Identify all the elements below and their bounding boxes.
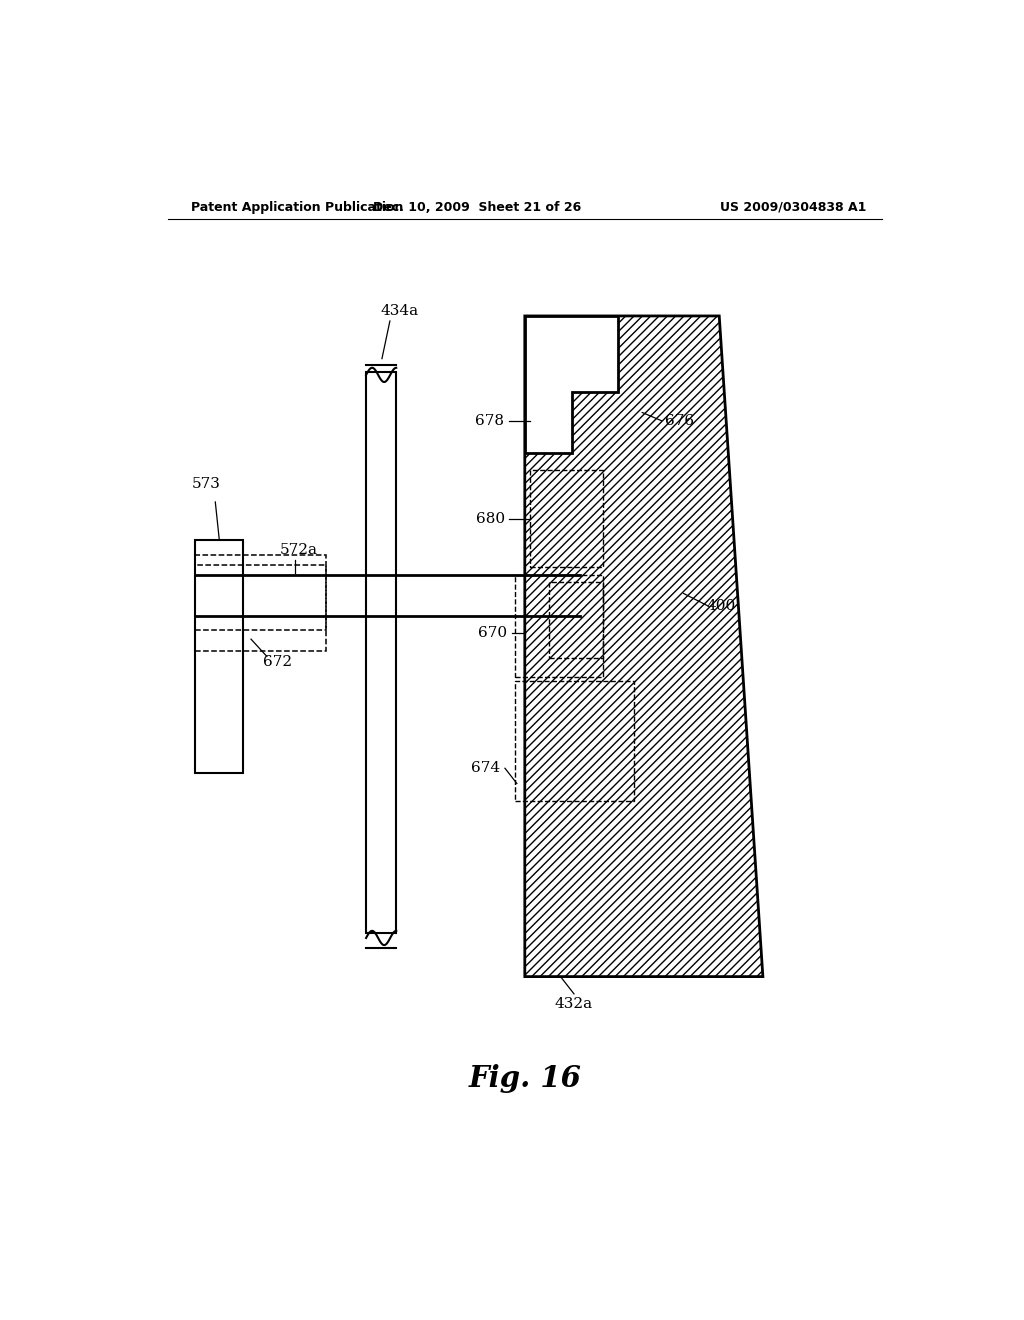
Text: 434a: 434a: [380, 304, 419, 318]
Bar: [196, 565, 327, 651]
Bar: [515, 576, 602, 677]
Polygon shape: [524, 315, 618, 453]
Bar: [196, 540, 243, 774]
Text: 432a: 432a: [555, 997, 593, 1011]
Text: 676: 676: [665, 413, 694, 428]
Text: 674: 674: [471, 762, 500, 775]
Text: 672: 672: [262, 655, 292, 668]
Text: 678: 678: [474, 413, 504, 428]
Text: 680: 680: [476, 512, 505, 527]
Text: 572a: 572a: [280, 543, 317, 557]
Bar: [529, 470, 602, 568]
Text: Fig. 16: Fig. 16: [468, 1064, 582, 1093]
Text: Patent Application Publication: Patent Application Publication: [191, 201, 403, 214]
Text: Dec. 10, 2009  Sheet 21 of 26: Dec. 10, 2009 Sheet 21 of 26: [373, 201, 582, 214]
Text: 400: 400: [707, 598, 736, 612]
Bar: [549, 582, 602, 659]
Bar: [367, 372, 396, 933]
Text: 670: 670: [478, 626, 508, 640]
Bar: [515, 681, 634, 801]
Text: 573: 573: [191, 477, 220, 491]
Bar: [196, 554, 327, 630]
Text: US 2009/0304838 A1: US 2009/0304838 A1: [720, 201, 866, 214]
